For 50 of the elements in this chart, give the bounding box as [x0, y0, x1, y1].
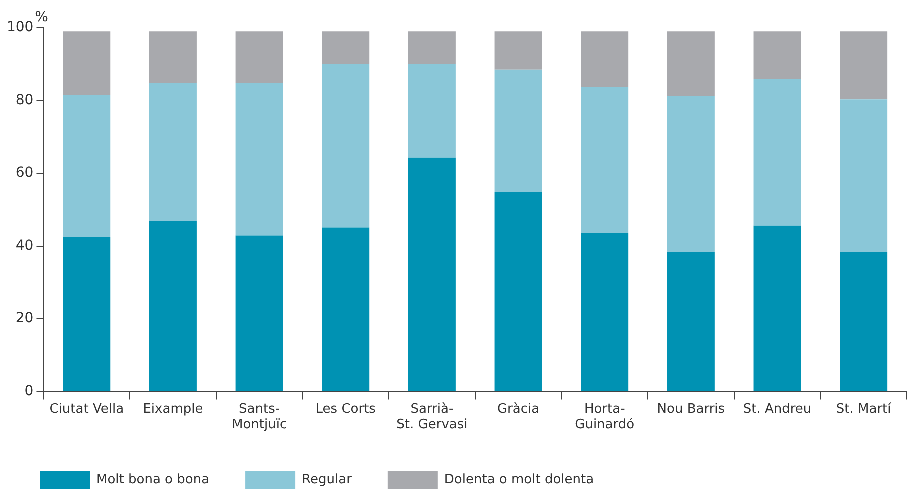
x-tick-label: Eixample: [143, 402, 204, 417]
y-tick-label: 80: [16, 92, 34, 108]
bar: [149, 221, 197, 392]
y-tick-label: 100: [6, 20, 34, 36]
bar: [236, 32, 284, 84]
legend-label: Dolenta o molt dolenta: [444, 472, 594, 488]
x-tick-label: Sarrià-St. Gervasi: [396, 402, 468, 433]
bar: [667, 96, 715, 252]
bar: [149, 83, 197, 222]
x-tick-label: St. Andreu: [743, 402, 812, 417]
x-tick-label: Nou Barris: [657, 402, 726, 417]
bar: [754, 32, 802, 80]
bar: [581, 32, 629, 88]
bar: [63, 238, 111, 392]
bar: [840, 32, 888, 100]
legend-label: Molt bona o bona: [96, 472, 210, 488]
y-axis-title: %: [35, 10, 48, 26]
bar: [408, 158, 456, 392]
bar: [494, 192, 542, 392]
bar: [322, 64, 370, 228]
bar: [494, 70, 542, 192]
bar: [667, 32, 715, 96]
bar: [149, 32, 197, 84]
bar: [408, 32, 456, 64]
bar: [840, 252, 888, 392]
x-tick-label: Les Corts: [316, 402, 376, 417]
legend-label: Regular: [302, 472, 353, 488]
y-tick-label: 40: [16, 238, 34, 254]
y-tick-label: 20: [16, 310, 34, 327]
bar: [236, 83, 284, 236]
x-tick-label: Sants-Montjuïc: [232, 402, 288, 433]
bar: [840, 100, 888, 252]
bar: [581, 87, 629, 234]
bar: [754, 226, 802, 392]
bar: [754, 79, 802, 226]
x-tick-label: St. Martí: [836, 402, 892, 417]
bar: [494, 32, 542, 70]
bar: [63, 32, 111, 95]
y-tick-label: 60: [16, 165, 34, 182]
x-tick-label: Horta-Guinardó: [575, 402, 635, 433]
x-tick-label: Ciutat Vella: [50, 402, 124, 417]
bar: [63, 94, 111, 238]
bar: [322, 228, 370, 392]
bar: [322, 32, 370, 64]
x-tick-label: Gràcia: [497, 402, 540, 417]
bar: [236, 236, 284, 392]
bar: [667, 252, 715, 392]
bar: [581, 234, 629, 392]
y-tick-label: 0: [24, 383, 34, 400]
bar: [408, 64, 456, 158]
